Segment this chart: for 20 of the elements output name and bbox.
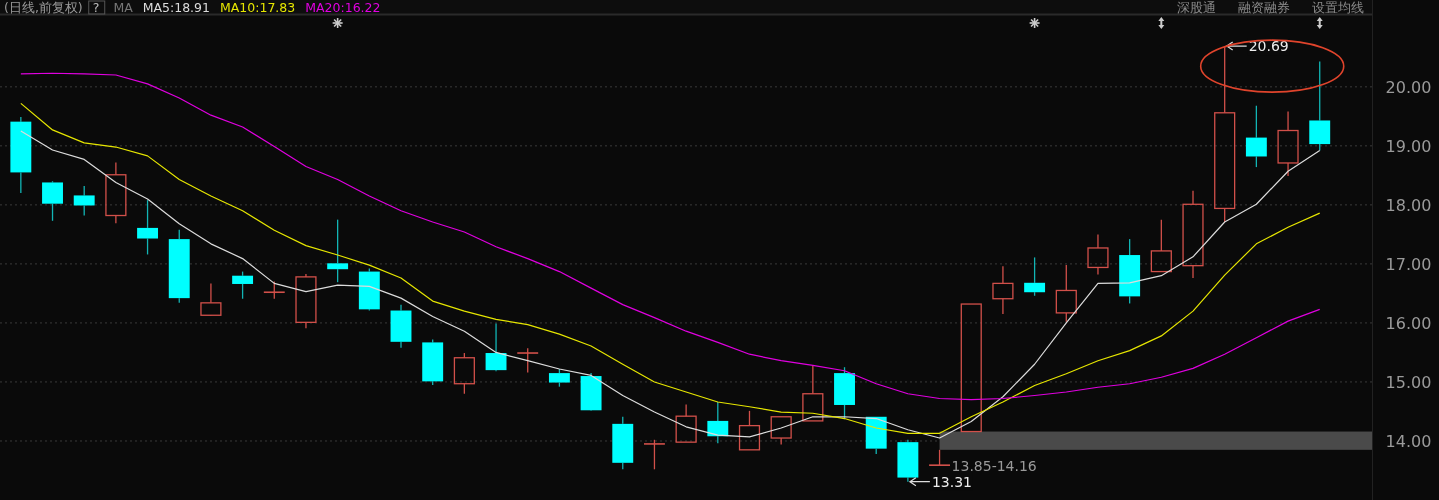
annotation: 20.69 bbox=[1248, 38, 1289, 55]
text: MA5:18.91 bbox=[142, 0, 211, 15]
band: 13.85-14.16 bbox=[939, 431, 1372, 474]
text: 设置均线 bbox=[1312, 0, 1364, 15]
text: MA10:17.83 bbox=[220, 0, 296, 15]
legend-title: MA bbox=[113, 0, 134, 15]
y-tick-label: 16.00 bbox=[1385, 313, 1432, 333]
y-tick-label: 18.00 bbox=[1385, 195, 1432, 215]
y-tick-label: 15.00 bbox=[1385, 372, 1432, 392]
text: ? bbox=[92, 0, 100, 15]
y-tick-label: 20.00 bbox=[1385, 77, 1432, 97]
text: 深股通 bbox=[1177, 0, 1216, 15]
y-tick-label: 17.00 bbox=[1385, 254, 1432, 274]
y-tick-label: 14.00 bbox=[1385, 431, 1432, 451]
y-tick-label: 19.00 bbox=[1385, 136, 1432, 156]
text: (日线,前复权) bbox=[4, 0, 83, 15]
annotation: 13.31 bbox=[931, 473, 972, 490]
band-label: 13.85-14.16 bbox=[951, 457, 1037, 474]
text: MA20:16.22 bbox=[305, 0, 381, 15]
text: 融资融券 bbox=[1238, 0, 1290, 15]
